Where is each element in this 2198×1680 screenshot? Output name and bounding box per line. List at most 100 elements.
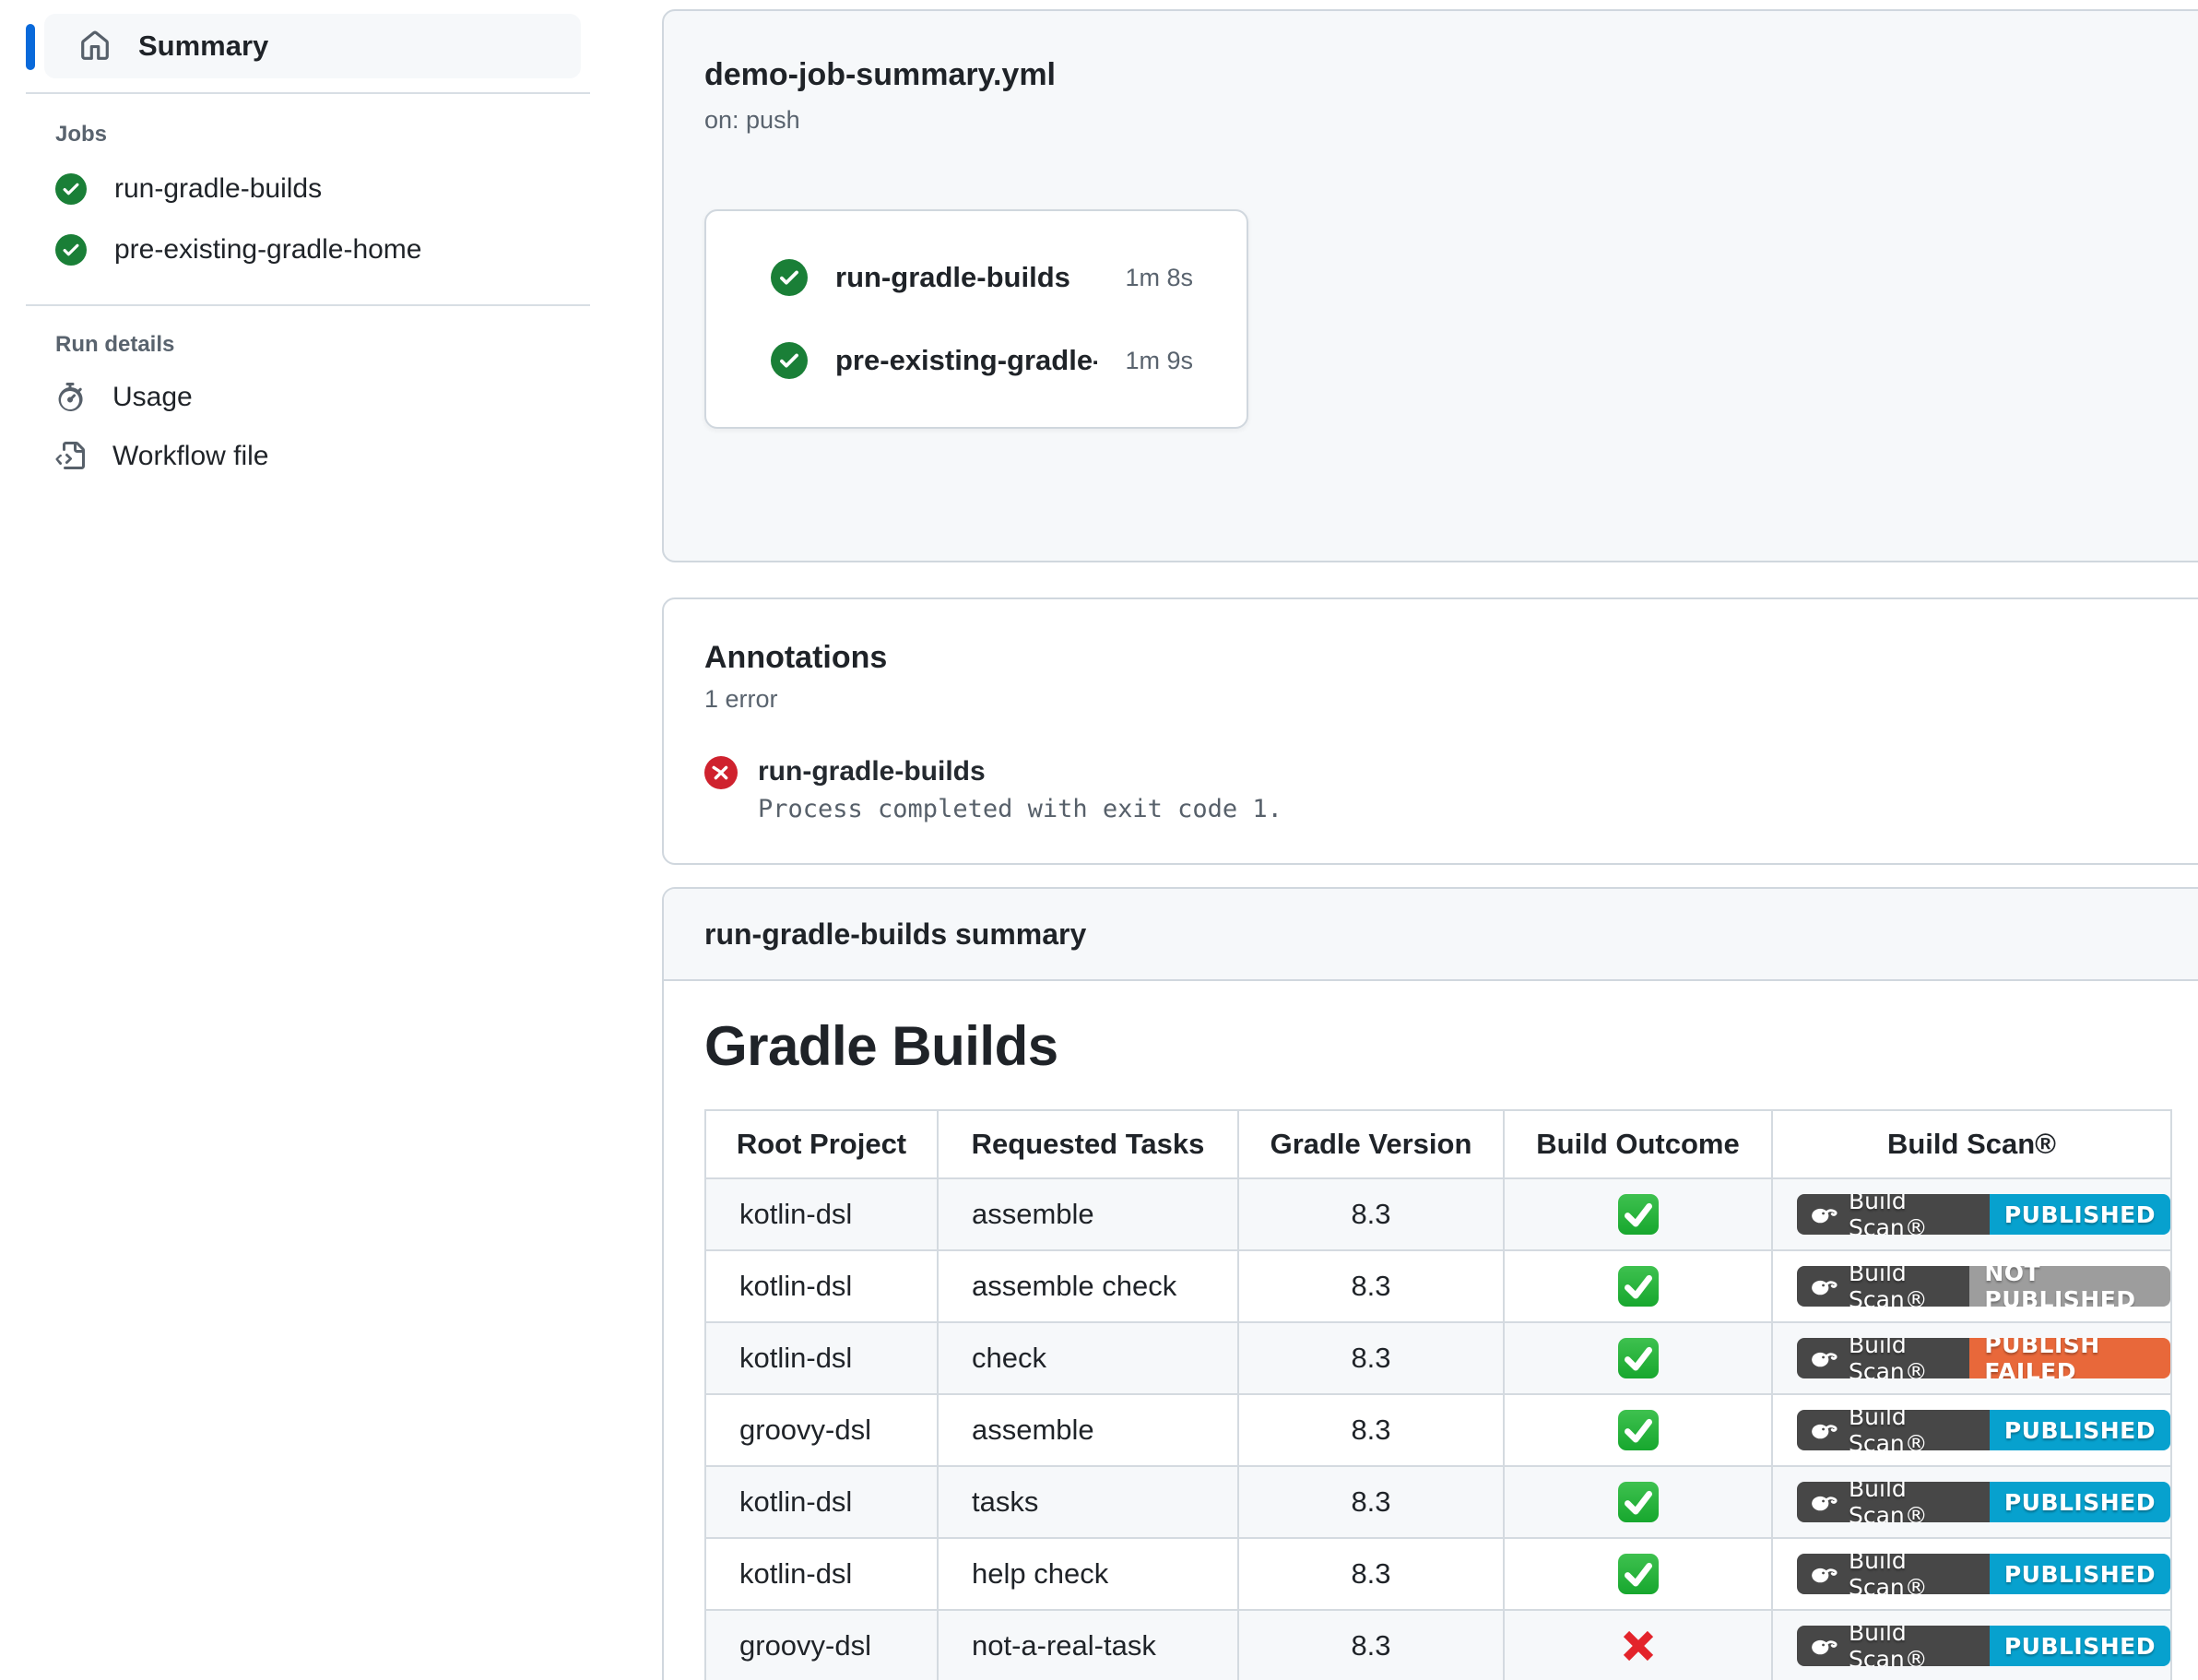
- cell-build-scan: Build Scan® PUBLISHED: [1771, 1465, 2172, 1539]
- success-check-icon: [771, 342, 808, 379]
- table-row: kotlin-dsl assemble check 8.3 Build Scan…: [704, 1249, 2172, 1323]
- annotation-item: run-gradle-builds Process completed with…: [704, 756, 2180, 823]
- error-x-circle-icon: [704, 756, 738, 789]
- file-code-icon: [55, 442, 85, 471]
- success-check-icon: [55, 173, 87, 205]
- badge-status: PUBLISHED: [1989, 1554, 2170, 1594]
- active-indicator: [26, 24, 35, 70]
- cell-build-outcome: [1503, 1177, 1773, 1251]
- table-row: kotlin-dsl tasks 8.3 Build Scan® PUBLISH…: [704, 1465, 2172, 1539]
- success-check-icon: [771, 259, 808, 296]
- failure-emoji: [1619, 1627, 1658, 1665]
- table-row: groovy-dsl assemble 8.3 Build Scan® PUBL…: [704, 1393, 2172, 1467]
- job-summary-content: Gradle Builds Root Project Requested Tas…: [664, 1014, 2198, 1680]
- annotations-count: 1 error: [704, 685, 778, 713]
- build-scan-badge[interactable]: Build Scan® PUBLISHED: [1797, 1554, 2170, 1594]
- table-row: groovy-dsl not-a-real-task 8.3 Build Sca…: [704, 1609, 2172, 1680]
- badge-label: Build Scan®: [1849, 1554, 1928, 1594]
- gradle-elephant-icon: [1810, 1349, 1838, 1368]
- cell-root-project: groovy-dsl: [704, 1609, 939, 1680]
- graph-job-duration: 1m 9s: [1125, 346, 1193, 374]
- annotation-message: Process completed with exit code 1.: [758, 795, 1282, 823]
- cell-requested-tasks: not-a-real-task: [937, 1609, 1239, 1680]
- success-emoji: [1617, 1338, 1659, 1378]
- gradle-builds-heading: Gradle Builds: [704, 1015, 1058, 1077]
- sidebar-item-workflow-file[interactable]: Workflow file: [55, 441, 268, 472]
- workflow-file-label: Workflow file: [112, 441, 269, 471]
- cell-gradle-version: 8.3: [1237, 1609, 1505, 1680]
- badge-label: Build Scan®: [1849, 1626, 1928, 1666]
- gradle-elephant-icon: [1810, 1493, 1838, 1512]
- cell-requested-tasks: assemble: [937, 1177, 1239, 1251]
- success-emoji: [1617, 1554, 1659, 1594]
- badge-label: Build Scan®: [1849, 1338, 1928, 1378]
- job-summary-header: run-gradle-builds summary: [664, 889, 2198, 981]
- cell-root-project: kotlin-dsl: [704, 1321, 939, 1395]
- badge-status: PUBLISHED: [1989, 1410, 2170, 1450]
- cell-requested-tasks: check: [937, 1321, 1239, 1395]
- workflow-trigger: on: push: [704, 106, 800, 134]
- job-name: run-gradle-builds: [114, 173, 323, 204]
- cell-build-outcome: [1503, 1537, 1773, 1611]
- cell-build-outcome: [1503, 1609, 1773, 1680]
- gradle-elephant-icon: [1810, 1277, 1838, 1296]
- badge-label: Build Scan®: [1849, 1194, 1928, 1235]
- sidebar-item-job-run-gradle-builds[interactable]: run-gradle-builds: [55, 173, 322, 205]
- cell-build-outcome: [1503, 1393, 1773, 1467]
- graph-job-run-gradle-builds[interactable]: run-gradle-builds 1m 8s: [771, 259, 1193, 296]
- table-row: kotlin-dsl help check 8.3 Build Scan® PU…: [704, 1537, 2172, 1611]
- annotations-card: Annotations 1 error run-gradle-builds Pr…: [662, 597, 2198, 865]
- workflow-graph-card: demo-job-summary.yml on: push run-gradle…: [662, 9, 2198, 562]
- workflow-file-title: demo-job-summary.yml: [704, 57, 1057, 92]
- build-scan-badge[interactable]: Build Scan® PUBLISH FAILED: [1797, 1338, 2170, 1378]
- cell-root-project: groovy-dsl: [704, 1393, 939, 1467]
- gradle-elephant-icon: [1810, 1565, 1838, 1584]
- build-scan-badge[interactable]: Build Scan® PUBLISHED: [1797, 1194, 2170, 1235]
- sidebar-item-job-pre-existing-gradle-home[interactable]: pre-existing-gradle-home: [55, 234, 422, 266]
- job-summary-card: run-gradle-builds summary Gradle Builds …: [662, 887, 2198, 1680]
- build-scan-badge[interactable]: Build Scan® PUBLISHED: [1797, 1626, 2170, 1666]
- workflow-graph-node: run-gradle-builds 1m 8s pre-existing-gra…: [704, 209, 1248, 429]
- cell-requested-tasks: assemble check: [937, 1249, 1239, 1323]
- success-emoji: [1617, 1194, 1659, 1235]
- annotation-job-name[interactable]: run-gradle-builds: [758, 756, 986, 787]
- cell-build-scan: Build Scan® PUBLISHED: [1771, 1177, 2172, 1251]
- sidebar-item-summary[interactable]: Summary: [44, 14, 581, 78]
- build-scan-badge[interactable]: Build Scan® PUBLISHED: [1797, 1482, 2170, 1522]
- cell-gradle-version: 8.3: [1237, 1393, 1505, 1467]
- badge-label: Build Scan®: [1849, 1410, 1928, 1450]
- success-emoji: [1617, 1482, 1659, 1522]
- job-name: pre-existing-gradle-home: [114, 234, 422, 265]
- table-header-row: Root Project Requested Tasks Gradle Vers…: [704, 1109, 2172, 1179]
- build-scan-badge[interactable]: Build Scan® PUBLISHED: [1797, 1410, 2170, 1450]
- col-header-requested-tasks: Requested Tasks: [937, 1109, 1239, 1179]
- sidebar-item-usage[interactable]: Usage: [55, 382, 193, 413]
- badge-label: Build Scan®: [1849, 1482, 1928, 1522]
- cell-requested-tasks: assemble: [937, 1393, 1239, 1467]
- success-emoji: [1617, 1266, 1659, 1307]
- gradle-elephant-icon: [1810, 1637, 1838, 1656]
- graph-job-name: pre-existing-gradle-ho...: [835, 344, 1097, 376]
- success-check-icon: [55, 234, 87, 266]
- usage-label: Usage: [112, 382, 193, 412]
- cell-gradle-version: 8.3: [1237, 1249, 1505, 1323]
- annotation-body: run-gradle-builds Process completed with…: [758, 756, 1282, 823]
- cell-build-outcome: [1503, 1465, 1773, 1539]
- annotations-title: Annotations: [704, 640, 888, 675]
- cell-gradle-version: 8.3: [1237, 1465, 1505, 1539]
- build-scan-badge[interactable]: Build Scan® NOT PUBLISHED: [1797, 1266, 2170, 1307]
- col-header-gradle-version: Gradle Version: [1237, 1109, 1505, 1179]
- jobs-section-heading: Jobs: [55, 122, 108, 147]
- cell-build-scan: Build Scan® PUBLISHED: [1771, 1609, 2172, 1680]
- graph-job-pre-existing-gradle-home[interactable]: pre-existing-gradle-ho... 1m 9s: [771, 342, 1193, 379]
- cell-root-project: kotlin-dsl: [704, 1177, 939, 1251]
- badge-label: Build Scan®: [1849, 1266, 1928, 1307]
- graph-job-duration: 1m 8s: [1125, 263, 1193, 291]
- run-details-section-heading: Run details: [55, 332, 175, 357]
- home-icon: [79, 30, 111, 62]
- cell-requested-tasks: help check: [937, 1537, 1239, 1611]
- cell-requested-tasks: tasks: [937, 1465, 1239, 1539]
- col-header-build-scan: Build Scan®: [1771, 1109, 2172, 1179]
- badge-status: NOT PUBLISHED: [1969, 1266, 2170, 1307]
